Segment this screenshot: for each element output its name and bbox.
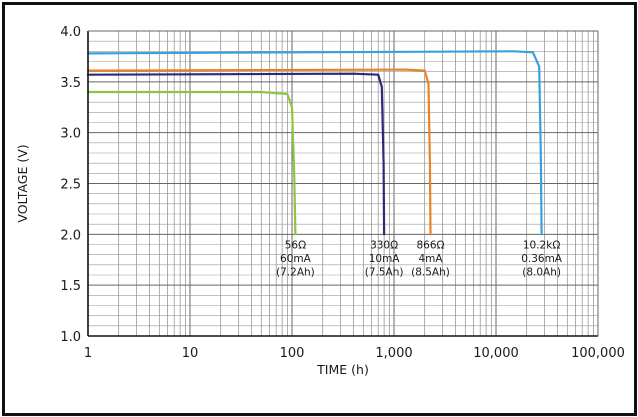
y-tick-label: 2.5 — [60, 178, 81, 193]
x-tick-label: 10 — [182, 346, 199, 361]
annotation-label-2: (7.5Ah) — [365, 266, 404, 278]
series-line-3 — [86, 68, 432, 236]
y-tick-label: 3.5 — [60, 76, 81, 91]
x-tick-label: 100 — [280, 346, 305, 361]
grid — [87, 30, 598, 337]
y-axis-title: VOLTAGE (V) — [15, 144, 30, 222]
x-tick-label: 10,000 — [473, 346, 519, 361]
y-tick-label: 2.0 — [60, 228, 81, 243]
series-line-4 — [86, 50, 543, 236]
annotation-label-1: 60mA — [280, 253, 312, 265]
y-tick-label: 3.0 — [60, 127, 81, 142]
annotation-label-4: (8.0Ah) — [522, 266, 561, 278]
voltage-time-chart: 1 10 100 1,000 10,000 100,000 1.0 1.5 2.0 2.5 3.0 3… — [15, 25, 625, 377]
annotation-label-3: (8.5Ah) — [411, 266, 450, 278]
annotation-label-2: 330Ω — [370, 239, 398, 251]
series-line-1 — [86, 90, 297, 236]
annotation-label-2: 10mA — [369, 253, 401, 265]
annotations: 56Ω 60mA(7.2Ah) 330Ω 10mA(7.5Ah) 866Ω 4mA(8.5… — [276, 239, 563, 278]
x-tick-label: 1,000 — [375, 346, 412, 361]
y-tick-label: 1.0 — [60, 330, 81, 345]
x-tick-label: 1 — [84, 346, 92, 361]
series-lines — [86, 50, 543, 236]
tick-labels: 1 10 100 1,000 10,000 100,000 1.0 1.5 2.0 2.5 3.0 3… — [60, 25, 625, 361]
annotation-label-1: (7.2Ah) — [276, 266, 315, 278]
annotation-label-4: 10.2kΩ — [523, 239, 560, 251]
annotation-label-1: 56Ω — [285, 239, 306, 251]
y-tick-label: 4.0 — [60, 25, 81, 40]
axes — [87, 30, 599, 337]
annotation-label-4: 0.36mA — [521, 253, 563, 265]
x-axis-title: TIME (h) — [316, 362, 369, 377]
annotation-label-3: 4mA — [418, 253, 443, 265]
y-tick-label: 1.5 — [60, 279, 81, 294]
x-tick-label: 100,000 — [571, 346, 625, 361]
series-line-2 — [86, 72, 386, 236]
annotation-label-3: 866Ω — [416, 239, 444, 251]
